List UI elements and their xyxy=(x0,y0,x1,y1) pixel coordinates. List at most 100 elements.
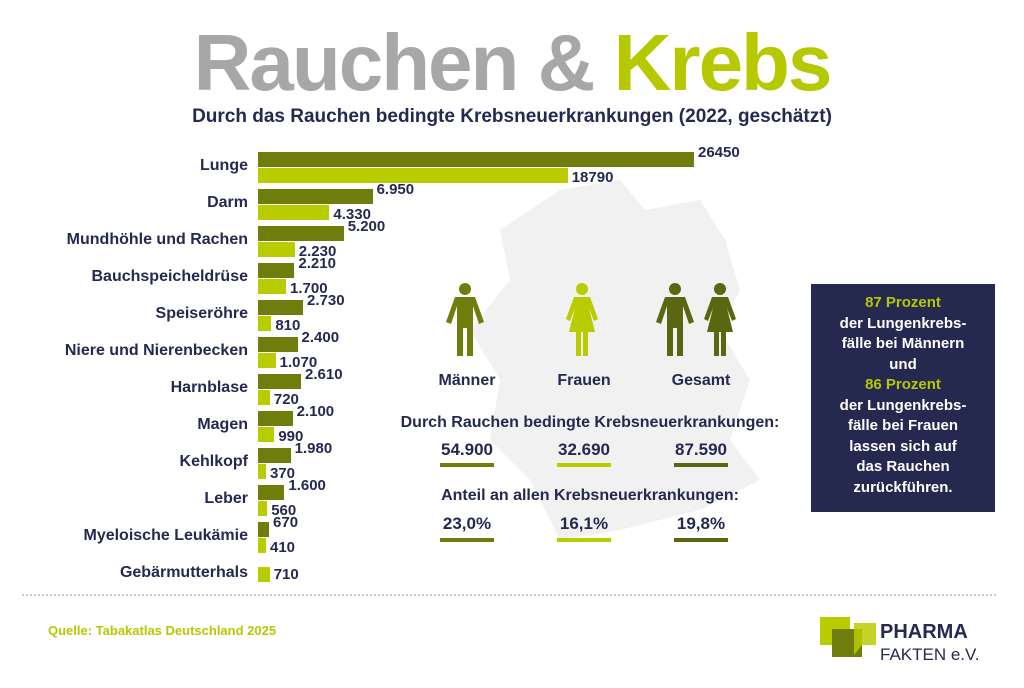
underline-bar xyxy=(440,538,494,542)
group-count: 32.690 xyxy=(558,440,610,459)
category-label: Kehlkopf xyxy=(179,453,248,470)
data-label: 710 xyxy=(273,566,299,583)
bar-men xyxy=(258,522,270,537)
germany-map-background xyxy=(470,180,760,540)
data-label: 1.070 xyxy=(279,354,318,371)
logo-text: FAKTEN e.V. xyxy=(880,645,980,664)
group-label: Frauen xyxy=(557,372,611,389)
bar-women xyxy=(258,316,272,331)
box-text: der Lungenkrebs- xyxy=(839,314,967,332)
info-box: 87 Prozent der Lungenkrebs- fälle bei Mä… xyxy=(811,284,995,512)
data-label: 5.200 xyxy=(347,218,386,235)
bar-men xyxy=(258,226,344,241)
data-label: 560 xyxy=(271,502,297,519)
data-label: 2.730 xyxy=(307,292,345,309)
bar-men xyxy=(258,263,295,278)
chart-subtitle: Durch das Rauchen bedingte Krebsneuerkra… xyxy=(192,106,832,127)
bar-women xyxy=(258,205,330,220)
group-count: 54.900 xyxy=(441,440,493,459)
bar-men xyxy=(258,448,291,463)
data-label: 810 xyxy=(275,317,301,334)
man-icon xyxy=(446,283,484,356)
bar-men xyxy=(258,152,694,167)
data-label: 2.400 xyxy=(301,329,340,346)
data-label: 6.950 xyxy=(376,181,415,198)
data-label: 2.610 xyxy=(305,366,343,383)
group-count: 87.590 xyxy=(675,440,727,459)
category-label: Mundhöhle und Rachen xyxy=(66,231,248,248)
box-text: der Lungenkrebs- xyxy=(839,396,967,414)
woman-icon xyxy=(566,283,598,356)
bar-men xyxy=(258,337,298,352)
bar-chart: Lunge 26450 18790 Darm 6.950 4.330 Mundhöhle u… xyxy=(64,144,740,583)
data-label: 990 xyxy=(278,428,304,445)
category-label: Bauchspeicheldrüse xyxy=(91,268,249,285)
data-label: 18790 xyxy=(571,169,614,186)
group-share: 16,1% xyxy=(559,514,609,533)
source-note: Quelle: Tabakatlas Deutschland 2025 xyxy=(48,623,277,638)
box-highlight: 86 Prozent xyxy=(865,376,941,393)
bar-women xyxy=(258,390,270,405)
data-label: 2.210 xyxy=(298,255,336,272)
box-text: und xyxy=(889,355,917,373)
group-label: Männer xyxy=(438,372,496,389)
bar-women xyxy=(258,538,266,553)
bar-women xyxy=(258,501,268,516)
box-highlight: 87 Prozent xyxy=(865,294,941,311)
category-label: Myeloische Leukämie xyxy=(83,527,248,544)
group-share: 19,8% xyxy=(676,514,726,533)
category-label: Leber xyxy=(204,490,248,507)
data-label: 720 xyxy=(273,391,299,408)
data-label: 670 xyxy=(273,514,299,531)
data-label: 410 xyxy=(270,539,296,556)
category-label: Gebärmutterhals xyxy=(119,564,248,581)
box-text: fälle bei Männern xyxy=(841,335,965,352)
underline-bar xyxy=(557,538,611,542)
bar-women xyxy=(258,168,568,183)
bar-men xyxy=(258,189,373,204)
couple-icon xyxy=(656,283,736,356)
underline-bar xyxy=(674,463,728,467)
divider xyxy=(22,594,996,596)
group-label: Gesamt xyxy=(671,372,731,389)
bar-men xyxy=(258,374,302,389)
category-label: Harnblase xyxy=(170,379,248,396)
bar-men xyxy=(258,485,285,500)
title-part-gray: Rauchen & xyxy=(193,18,596,107)
data-label: 370 xyxy=(270,465,296,482)
count-heading: Durch Rauchen bedingte Krebsneuerkrankun… xyxy=(400,414,780,431)
data-label: 2.100 xyxy=(296,403,335,420)
data-label: 26450 xyxy=(698,144,740,161)
title-part-green: Krebs xyxy=(613,18,833,107)
bar-women xyxy=(258,242,295,257)
group-share: 23,0% xyxy=(442,514,492,533)
page-title: Rauchen & Krebs xyxy=(0,18,1024,108)
underline-bar xyxy=(440,463,494,467)
data-label: 2.230 xyxy=(298,243,337,260)
share-heading: Anteil an allen Krebsneuerkrankungen: xyxy=(441,487,739,504)
box-text: das Rauchen xyxy=(856,458,950,475)
category-label: Lunge xyxy=(200,157,248,174)
bar-women xyxy=(258,353,276,368)
category-label: Niere und Nierenbecken xyxy=(64,342,248,359)
box-text: fälle bei Frauen xyxy=(847,417,959,434)
data-label: 4.330 xyxy=(333,206,371,223)
logo-text: PHARMA xyxy=(880,621,968,643)
data-label: 1.600 xyxy=(288,477,326,494)
bar-men xyxy=(258,300,303,315)
category-label: Speiseröhre xyxy=(155,305,248,322)
data-label: 1.700 xyxy=(290,280,328,297)
bar-women xyxy=(258,567,270,582)
logo-icon xyxy=(820,617,876,657)
category-label: Darm xyxy=(207,194,248,211)
box-text: lassen sich auf xyxy=(849,437,957,455)
bar-women xyxy=(258,427,275,442)
data-label: 1.980 xyxy=(294,440,333,457)
box-text: zurückführen. xyxy=(853,478,953,496)
underline-bar xyxy=(557,463,611,467)
bar-women xyxy=(258,279,287,294)
category-label: Magen xyxy=(197,416,248,433)
pharma-fakten-logo: PHARMA FAKTEN e.V. xyxy=(820,617,1000,667)
underline-bar xyxy=(674,538,728,542)
bar-men xyxy=(258,411,293,426)
